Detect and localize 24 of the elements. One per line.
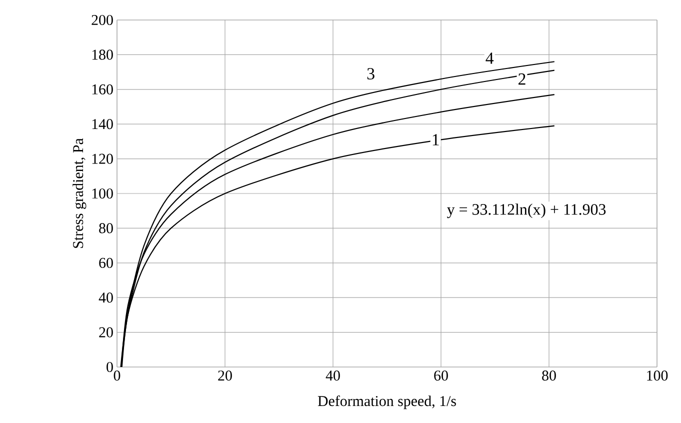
y-tick-label: 60	[99, 258, 113, 268]
annotation: y = 33.112ln(x) + 11.903	[447, 204, 606, 218]
annotation: 1	[432, 134, 439, 146]
x-axis-title: Deformation speed, 1/s	[318, 395, 456, 410]
x-tick-label: 0	[114, 370, 120, 381]
annotation: 2	[518, 73, 526, 85]
y-tick-label: 160	[92, 84, 113, 94]
y-tick-label: 180	[92, 50, 113, 60]
x-tick-label: 40	[326, 370, 340, 381]
y-tick-label: 40	[98, 292, 113, 303]
y-tick-label: 140	[92, 119, 113, 130]
x-tick-label: 80	[542, 370, 556, 381]
x-tick-label: 60	[434, 370, 448, 381]
y-tick-label: 20	[99, 327, 113, 338]
y-axis-title: Stress gradient, Pa	[72, 138, 86, 248]
y-tick-label: 0	[106, 362, 113, 372]
annotation: 4	[486, 52, 494, 64]
y-tick-label: 100	[92, 188, 113, 199]
x-tick-label: 100	[647, 370, 668, 381]
y-tick-label: 200	[92, 14, 113, 26]
x-tick-label: 20	[218, 370, 232, 381]
annotation: 3	[367, 68, 374, 80]
y-tick-label: 80	[99, 223, 113, 234]
y-tick-label: 120	[92, 154, 113, 164]
